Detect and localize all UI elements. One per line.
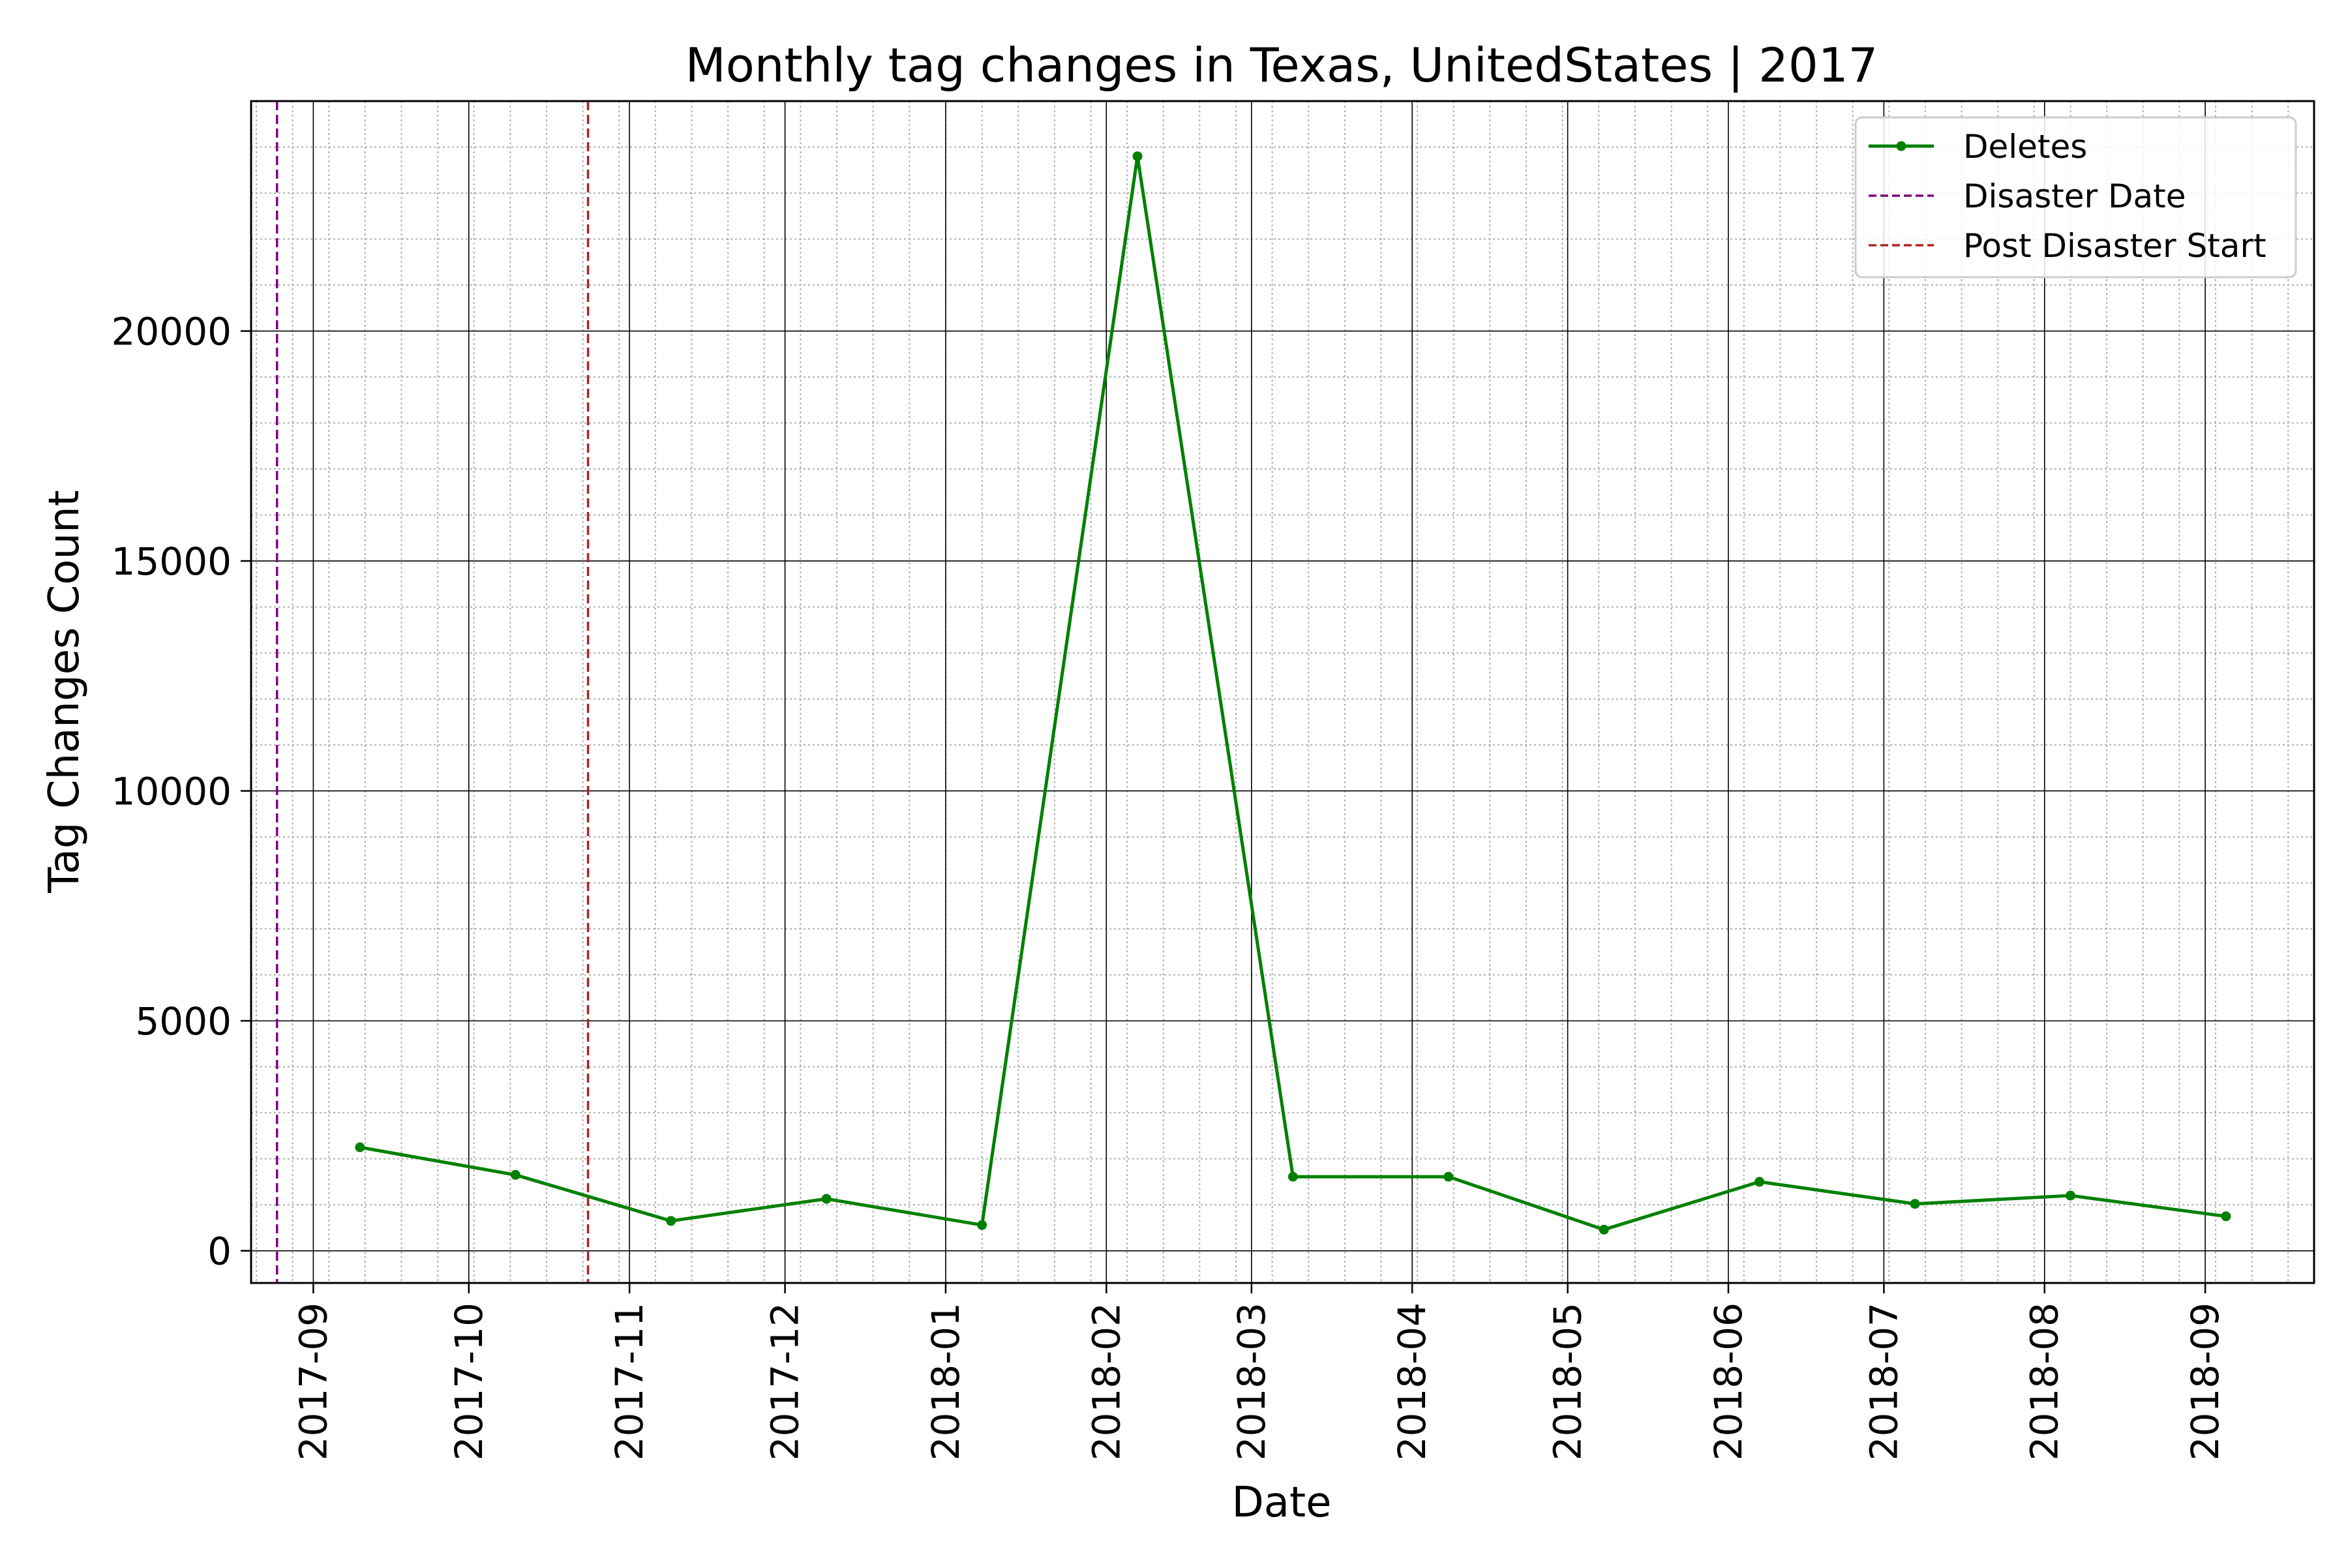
chart-title: Monthly tag changes in Texas, UnitedStat… (685, 38, 1878, 93)
plot-frame (250, 100, 2315, 1284)
legend-label: Disaster Date (1963, 177, 2186, 215)
x-tick-label: 2018-02 (1084, 1303, 1128, 1460)
data-point (1754, 1177, 1765, 1187)
x-tick-label: 2017-10 (447, 1303, 491, 1460)
x-tick-label: 2018-03 (1229, 1303, 1274, 1460)
data-point (1287, 1171, 1298, 1182)
x-tick-label: 2018-09 (2183, 1303, 2227, 1460)
data-point (977, 1220, 987, 1230)
x-tick-label: 2017-11 (607, 1303, 652, 1460)
y-tick-label: 15000 (111, 539, 232, 584)
x-axis-label: Date (1232, 1479, 1332, 1527)
x-tick-label: 2018-07 (1861, 1303, 1906, 1460)
y-axis-label: Tag Changes Count (40, 490, 89, 893)
x-tick-label: 2018-01 (924, 1303, 968, 1460)
minor-grid (251, 101, 2314, 1283)
data-point (2065, 1190, 2075, 1201)
x-tick-label: 2018-06 (1706, 1303, 1751, 1460)
y-tick-label: 5000 (135, 999, 232, 1044)
data-point (1910, 1199, 1920, 1209)
data-point (355, 1142, 365, 1153)
data-point (2221, 1211, 2231, 1222)
data-point (1443, 1171, 1454, 1182)
y-tick-label: 20000 (111, 310, 232, 354)
legend-label: Deletes (1963, 128, 2087, 166)
legend: Deletes Disaster Date Post Disaster Start (1854, 116, 2297, 279)
legend-label: Post Disaster Start (1963, 227, 2266, 265)
legend-marker (1896, 141, 1906, 151)
legend-box (1854, 116, 2297, 279)
data-point (510, 1169, 520, 1180)
x-tick-label: 2018-05 (1546, 1303, 1590, 1460)
x-tick-label: 2018-04 (1390, 1303, 1434, 1460)
major-grid: 2017-09 2017-10 2017-11 2017-12 2018-01 2018-… (111, 101, 2314, 1460)
y-tick-label: 0 (207, 1229, 232, 1274)
data-point (821, 1194, 832, 1204)
data-point (1599, 1224, 1609, 1235)
y-tick-label: 10000 (111, 770, 232, 814)
x-tick-label: 2018-08 (2023, 1303, 2067, 1460)
data-point (666, 1216, 676, 1226)
data-point (1132, 151, 1143, 162)
x-tick-label: 2017-12 (763, 1303, 807, 1460)
x-tick-label: 2017-09 (291, 1303, 335, 1460)
